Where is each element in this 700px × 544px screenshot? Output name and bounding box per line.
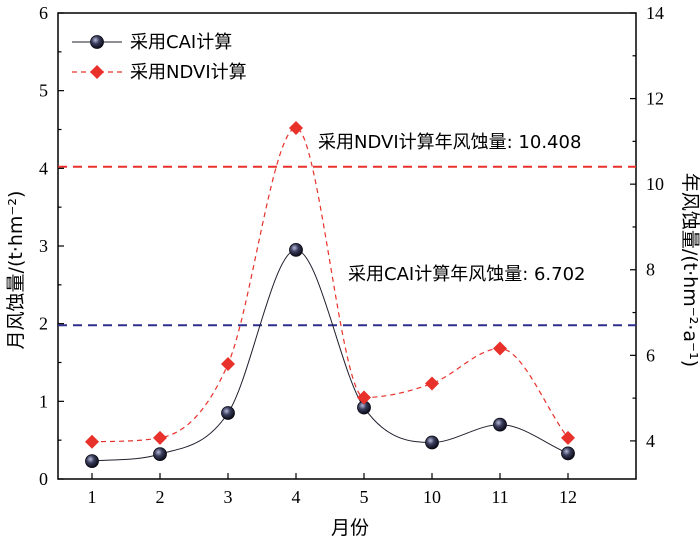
legend: 采用CAI计算 采用NDVI计算 xyxy=(72,32,247,83)
ref-label-cai: 采用CAI计算年风蚀量: 6.702 xyxy=(348,264,586,285)
x-tick-label: 11 xyxy=(491,487,508,507)
cai-point xyxy=(153,447,167,462)
cai-point xyxy=(561,446,575,461)
series-line-1 xyxy=(91,127,569,443)
cai-point xyxy=(493,417,507,432)
reference-lines xyxy=(58,165,636,327)
left-tick-label: 3 xyxy=(39,236,48,256)
series-line-0 xyxy=(91,249,569,462)
left-axis-title: 月风蚀量/(t·hm⁻²) xyxy=(5,191,27,350)
legend-ndvi-marker xyxy=(90,65,104,79)
ndvi-point xyxy=(85,434,99,449)
cai-point xyxy=(289,242,303,257)
x-tick-label: 10 xyxy=(423,487,441,507)
left-tick-label: 5 xyxy=(39,81,48,101)
ndvi-point xyxy=(493,341,507,356)
ndvi-point xyxy=(289,120,303,135)
ndvi-point xyxy=(221,357,235,372)
cai-point xyxy=(221,406,235,420)
x-axis-title: 月份 xyxy=(331,517,369,539)
right-tick-label: 12 xyxy=(646,89,664,109)
ndvi-point xyxy=(357,390,371,405)
x-tick-label: 3 xyxy=(224,487,233,507)
legend-cai-marker xyxy=(90,35,104,49)
legend-cai-label: 采用CAI计算 xyxy=(130,32,232,53)
legend-ndvi-label: 采用NDVI计算 xyxy=(130,62,247,83)
series-layer xyxy=(85,120,575,469)
left-tick-label: 6 xyxy=(39,3,48,23)
right-tick-label: 8 xyxy=(646,260,655,280)
right-tick-label: 6 xyxy=(646,345,655,365)
right-tick-label: 4 xyxy=(646,431,655,451)
x-tick-label: 5 xyxy=(360,487,369,507)
right-tick-label: 10 xyxy=(646,174,664,194)
x-tick-label: 4 xyxy=(292,487,301,507)
left-tick-label: 2 xyxy=(39,314,48,334)
right-tick-label: 14 xyxy=(646,3,664,23)
cai-point xyxy=(85,454,99,469)
right-axis-title: 年风蚀量/(t·hm⁻²·a⁻¹) xyxy=(679,173,700,367)
left-tick-label: 0 xyxy=(39,469,48,489)
x-tick-label: 12 xyxy=(559,487,577,507)
x-tick-label: 1 xyxy=(88,487,97,507)
left-tick-label: 1 xyxy=(39,391,48,411)
left-tick-label: 4 xyxy=(39,158,48,178)
x-tick-label: 2 xyxy=(156,487,165,507)
ndvi-point xyxy=(425,376,439,391)
ndvi-point xyxy=(153,430,167,445)
ndvi-point xyxy=(561,430,575,445)
ref-label-ndvi: 采用NDVI计算年风蚀量: 10.408 xyxy=(318,132,581,153)
cai-point xyxy=(425,435,439,450)
